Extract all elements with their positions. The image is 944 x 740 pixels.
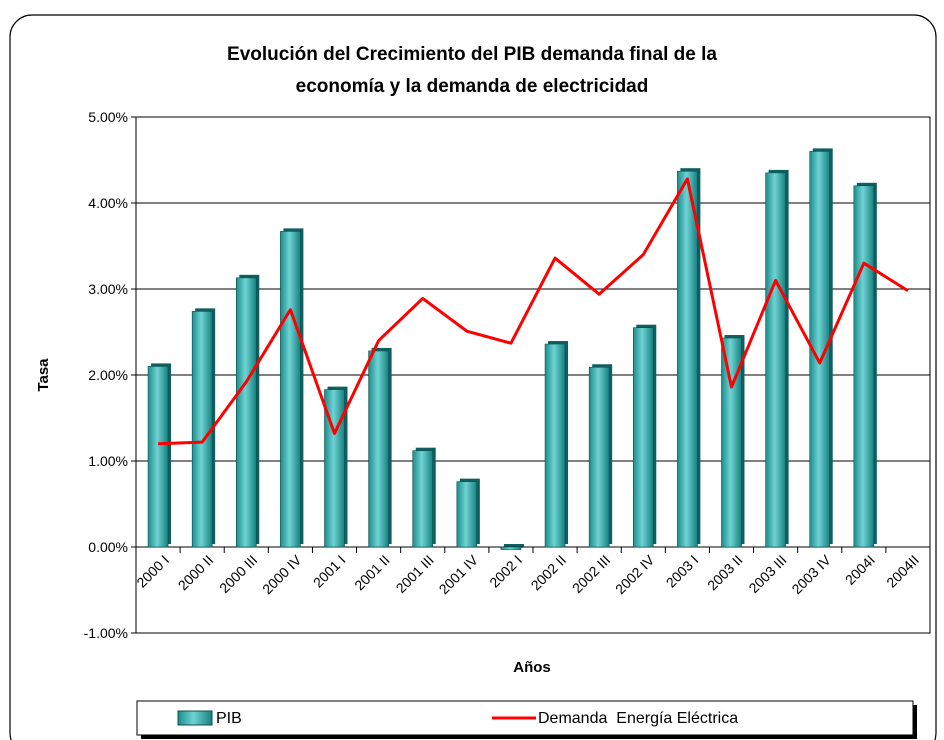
y-axis-label: Tasa xyxy=(35,358,52,392)
y-tick-label: 4.00% xyxy=(88,195,128,211)
bar xyxy=(765,172,786,548)
bar xyxy=(544,343,566,548)
y-tick-label: 3.00% xyxy=(88,281,128,297)
legend-label: PIB xyxy=(216,710,242,727)
y-tick-label: 0.00% xyxy=(88,539,128,555)
bar xyxy=(280,231,301,548)
bar xyxy=(809,151,831,548)
legend-label: Demanda Energía Eléctrica xyxy=(538,710,738,727)
bar xyxy=(368,350,389,548)
bar-shadow xyxy=(503,544,524,547)
bar xyxy=(677,170,698,548)
chart-title: economía y la demanda de electricidad xyxy=(296,76,649,97)
bar xyxy=(632,327,654,548)
y-tick-label: 1.00% xyxy=(88,453,128,469)
bar xyxy=(721,337,742,548)
bar xyxy=(853,185,875,548)
y-tick-label: -1.00% xyxy=(84,625,128,641)
bar xyxy=(191,311,213,548)
x-axis-label: Años xyxy=(513,659,551,676)
chart-title: Evolución del Crecimiento del PIB demand… xyxy=(227,44,717,65)
bar xyxy=(324,389,345,548)
line xyxy=(157,177,909,446)
bar xyxy=(588,366,610,548)
y-tick-label: 2.00% xyxy=(88,367,128,383)
bar xyxy=(500,546,522,550)
y-tick-label: 5.00% xyxy=(88,109,128,125)
bar xyxy=(147,366,169,548)
bar xyxy=(235,277,257,548)
bar xyxy=(412,450,434,548)
bar xyxy=(456,481,478,548)
legend-swatch xyxy=(177,710,213,726)
